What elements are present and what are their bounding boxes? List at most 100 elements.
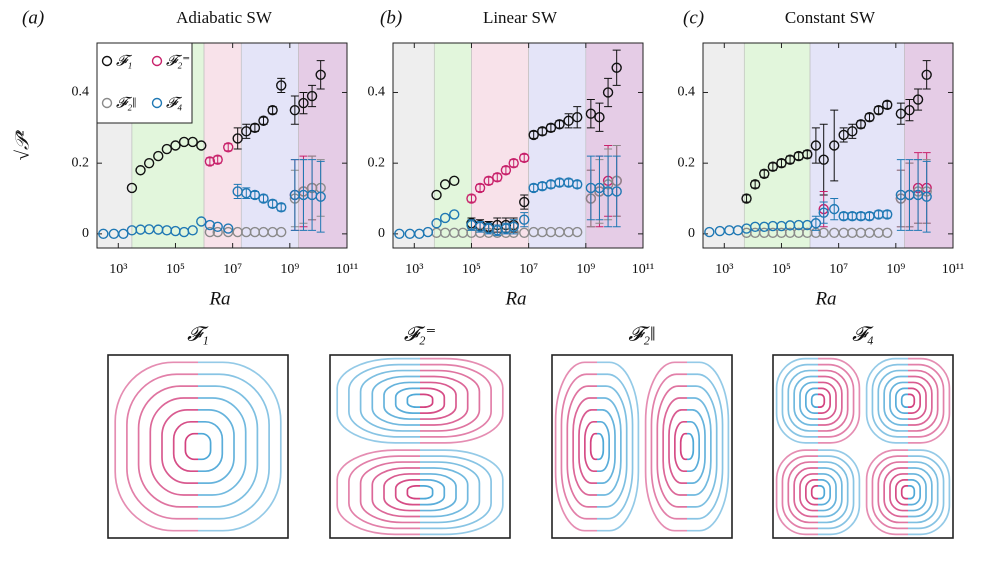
streamline xyxy=(420,369,481,432)
data-point xyxy=(212,221,223,232)
data-point xyxy=(818,227,829,239)
streamline xyxy=(889,473,908,512)
data-point xyxy=(572,226,583,238)
data-point xyxy=(611,62,622,73)
streamline xyxy=(908,449,951,536)
data-point xyxy=(508,157,519,169)
data-point xyxy=(864,112,875,123)
streamline xyxy=(420,357,504,444)
chart-title: Linear SW xyxy=(483,8,558,27)
streamline xyxy=(781,455,818,530)
flow-label: 𝓕₂‖ xyxy=(628,324,655,346)
y-tick-label: 0 xyxy=(378,226,385,241)
data-point xyxy=(882,227,893,239)
regime-band xyxy=(203,42,242,249)
data-point xyxy=(602,87,614,98)
streamline xyxy=(420,473,457,512)
flow-frame xyxy=(551,354,733,539)
streamline xyxy=(687,397,712,496)
data-point xyxy=(204,156,216,167)
regime-band xyxy=(392,42,435,249)
plot-frame xyxy=(392,42,644,249)
streamline xyxy=(394,479,420,506)
streamline xyxy=(383,473,420,512)
panel-label: (c) xyxy=(683,7,704,28)
data-point xyxy=(466,193,477,204)
x-tick-label: 10³ xyxy=(109,262,127,277)
streamline xyxy=(687,385,718,508)
data-point xyxy=(223,142,234,153)
streamline xyxy=(589,432,597,461)
error-bar xyxy=(290,159,299,231)
panel-label: (a) xyxy=(22,7,44,28)
data-point xyxy=(519,152,530,164)
streamline xyxy=(198,397,247,496)
streamline xyxy=(679,432,687,461)
data-point xyxy=(276,226,287,238)
data-point xyxy=(449,175,460,187)
streamline xyxy=(871,455,908,530)
streamline xyxy=(578,409,597,484)
data-point xyxy=(759,168,770,179)
legend-label: 𝓕₄ xyxy=(166,95,183,111)
data-point xyxy=(289,104,301,116)
streamline-half xyxy=(198,361,282,532)
y-axis-label: √𝒫² xyxy=(12,130,33,160)
y-tick-label: 0.4 xyxy=(72,85,90,100)
data-point xyxy=(537,126,548,137)
streamline xyxy=(818,357,861,444)
streamline xyxy=(818,449,861,536)
chart-title: Constant SW xyxy=(785,8,876,27)
y-tick-label: 0.2 xyxy=(678,155,696,170)
streamline xyxy=(818,484,826,500)
plot-frame xyxy=(702,42,954,249)
error-bar xyxy=(484,222,493,235)
streamline xyxy=(394,387,420,414)
x-tick-label: 10⁹ xyxy=(886,262,905,277)
data-point xyxy=(508,221,519,232)
streamline xyxy=(871,363,908,438)
data-point xyxy=(873,104,884,116)
data-point xyxy=(422,226,434,238)
streamline xyxy=(198,361,282,532)
x-tick-label: 10⁵ xyxy=(462,262,481,277)
legend-label: 𝓕₁ xyxy=(116,53,133,69)
data-point xyxy=(829,140,840,151)
chart-title: Adiabatic SW xyxy=(176,8,273,27)
data-point xyxy=(519,214,530,225)
data-point xyxy=(500,165,512,176)
y-tick-label: 0.2 xyxy=(368,155,386,170)
data-point xyxy=(802,149,813,160)
streamline xyxy=(668,409,687,484)
data-point xyxy=(611,186,622,197)
streamline xyxy=(597,420,610,473)
data-point xyxy=(829,203,840,215)
streamline xyxy=(889,381,908,420)
streamline xyxy=(336,449,420,536)
data-point xyxy=(818,207,829,218)
streamline xyxy=(198,432,212,461)
data-point xyxy=(921,191,932,202)
data-point xyxy=(921,69,932,81)
error-bar xyxy=(573,106,582,129)
data-point xyxy=(810,218,822,229)
streamline xyxy=(687,409,706,484)
data-point xyxy=(276,202,287,213)
data-point xyxy=(306,90,318,102)
data-point xyxy=(241,126,252,137)
streamline xyxy=(818,369,849,432)
x-tick-label: 10⁹ xyxy=(576,262,595,277)
data-point xyxy=(439,212,451,224)
error-bar xyxy=(308,84,317,108)
streamline xyxy=(161,409,198,484)
error-bar xyxy=(299,91,308,115)
streamline xyxy=(420,479,446,506)
flow-frame xyxy=(107,354,289,539)
data-point xyxy=(882,99,893,111)
streamline xyxy=(687,420,700,473)
streamline xyxy=(900,393,908,409)
data-point xyxy=(500,223,512,234)
error-bar xyxy=(586,155,595,221)
streamline xyxy=(908,369,939,432)
